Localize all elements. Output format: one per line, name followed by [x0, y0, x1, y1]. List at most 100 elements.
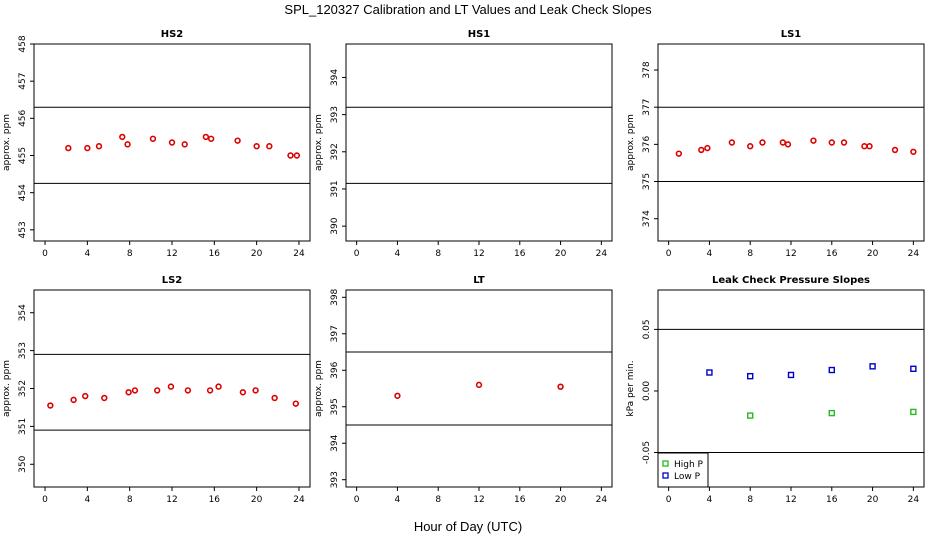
panel-title: Leak Check Pressure Slopes: [712, 275, 870, 286]
data-point: [202, 133, 210, 141]
panel-title: LS1: [781, 29, 802, 40]
x-tick-label: 0: [666, 249, 672, 259]
y-axis-label: kPa per min.: [626, 360, 636, 416]
x-tick-label: 12: [473, 249, 484, 259]
y-tick-label: 350: [18, 455, 28, 472]
data-point: [207, 135, 215, 142]
data-point: [828, 409, 835, 417]
data-point: [828, 139, 835, 146]
y-tick-label: 354: [18, 304, 28, 321]
x-tick-label: 24: [908, 249, 920, 259]
legend-label: Low P: [674, 472, 701, 482]
plot-frame: [345, 43, 613, 242]
data-point: [394, 392, 401, 399]
x-tick-label: 12: [473, 495, 484, 505]
x-tick-label: 20: [555, 249, 567, 259]
y-tick-label: 455: [18, 147, 28, 164]
data-point: [293, 152, 301, 159]
data-point: [131, 387, 139, 394]
data-point: [292, 400, 299, 407]
legend-box: [657, 452, 709, 488]
data-point: [675, 150, 683, 157]
x-tick-label: 8: [435, 249, 441, 259]
x-tick-label: 0: [42, 495, 48, 505]
y-tick-label: 0.00: [642, 381, 652, 401]
figure-title: SPL_120327 Calibration and LT Values and…: [284, 2, 652, 17]
y-tick-label: -0.05: [642, 441, 652, 464]
data-point: [910, 365, 917, 372]
y-tick-label: 395: [330, 398, 340, 415]
x-tick-label: 8: [435, 495, 441, 505]
y-tick-label: 398: [330, 288, 340, 305]
y-tick-label: 352: [18, 380, 28, 397]
y-tick-label: 456: [18, 109, 28, 126]
y-tick-label: 458: [18, 35, 28, 52]
x-tick-label: 0: [354, 249, 360, 259]
x-tick-label: 20: [867, 249, 879, 259]
x-tick-label: 24: [293, 495, 305, 505]
panel-6: Leak Check Pressure Slopes kPa per min. 0 4…: [626, 275, 925, 505]
data-point: [287, 152, 294, 159]
y-tick-label: 454: [18, 184, 28, 201]
x-tick-label: 16: [209, 249, 221, 259]
data-point: [206, 387, 214, 394]
legend-marker: [662, 460, 669, 467]
y-tick-label: 393: [330, 471, 340, 488]
y-tick-label: 375: [642, 173, 652, 190]
y-axis-label: approx. ppm: [314, 360, 324, 417]
y-tick-label: 390: [330, 217, 340, 234]
y-tick-label: 374: [642, 210, 652, 227]
y-tick-label: 394: [330, 434, 340, 451]
x-tick-label: 12: [785, 495, 796, 505]
panel-title: LT: [473, 275, 485, 286]
plot-frame: [345, 289, 613, 488]
x-tick-label: 16: [514, 495, 526, 505]
data-point: [475, 381, 483, 389]
data-point: [215, 383, 222, 390]
x-tick-label: 8: [747, 495, 753, 505]
panel-4: LS2 approx. ppm 0 4 8 12 16 20 24 350 351 352 353 354: [2, 275, 311, 505]
data-point: [728, 139, 736, 146]
x-tick-label: 24: [596, 249, 608, 259]
data-point: [704, 144, 711, 152]
x-tick-label: 16: [514, 249, 526, 259]
x-tick-label: 4: [707, 249, 713, 259]
x-tick-label: 24: [908, 495, 920, 505]
data-point: [840, 139, 848, 146]
y-tick-label: 377: [642, 99, 652, 116]
x-tick-label: 8: [127, 249, 133, 259]
x-tick-label: 24: [596, 495, 608, 505]
data-point: [234, 137, 241, 144]
y-tick-label: 0.05: [642, 319, 652, 339]
data-point: [70, 396, 77, 404]
y-tick-label: 453: [18, 221, 28, 238]
x-tick-label: 4: [84, 249, 90, 259]
data-point: [706, 369, 713, 376]
plot-frame: [33, 43, 311, 242]
y-axis-label: approx. ppm: [2, 360, 12, 417]
y-tick-label: 353: [18, 342, 28, 359]
y-tick-label: 378: [642, 61, 652, 78]
data-point: [252, 387, 259, 394]
data-point: [181, 141, 188, 148]
x-tick-label: 20: [251, 495, 263, 505]
data-point: [891, 146, 899, 154]
data-point: [787, 371, 795, 379]
data-point: [866, 143, 873, 150]
data-point: [95, 143, 103, 150]
panel-3: LS1 approx. ppm 0 4 8 12 16 20 24 374 375 376 377 378: [626, 29, 925, 259]
x-tick-label: 12: [166, 495, 177, 505]
data-point: [747, 412, 754, 419]
data-point: [747, 372, 754, 380]
x-tick-label: 20: [555, 495, 567, 505]
data-point: [65, 144, 72, 152]
y-tick-label: 396: [330, 361, 340, 378]
x-tick-label: 16: [826, 495, 838, 505]
x-tick-label: 8: [747, 249, 753, 259]
data-point: [910, 148, 917, 155]
x-tick-label: 12: [785, 249, 796, 259]
data-point: [869, 363, 876, 370]
data-point: [266, 143, 273, 150]
data-point: [698, 146, 705, 154]
